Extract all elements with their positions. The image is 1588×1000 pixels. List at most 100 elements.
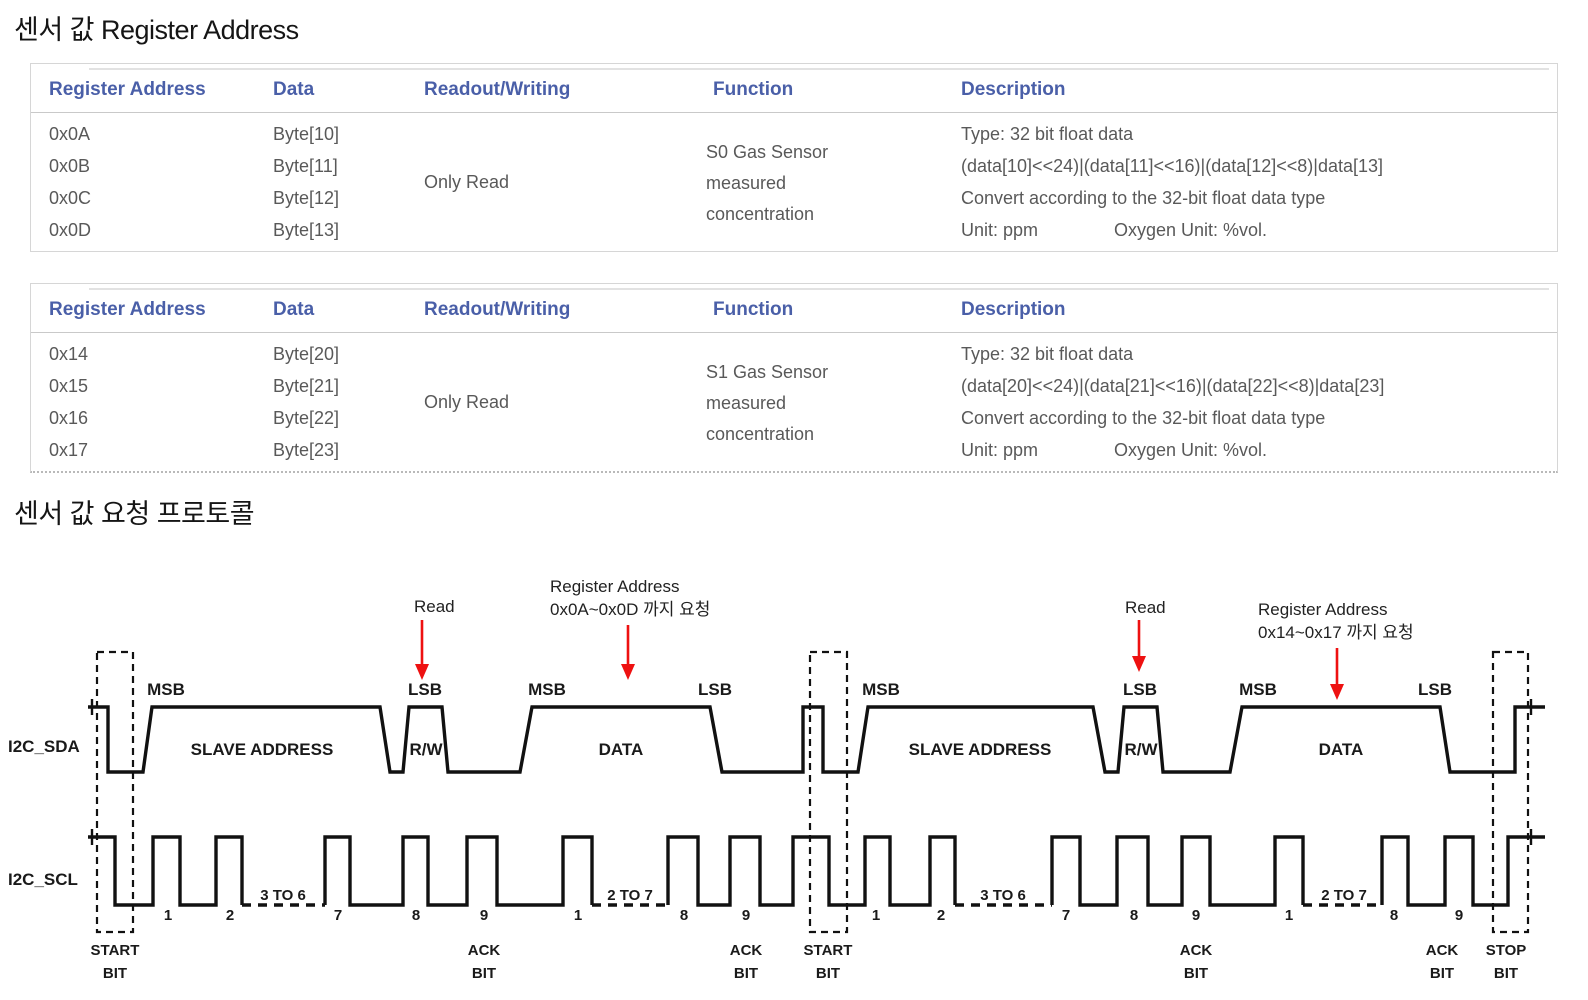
svg-text:BIT: BIT [1494, 965, 1518, 982]
svg-text:ACK: ACK [1180, 942, 1213, 959]
scl-signal-label: I2C_SCL [8, 870, 78, 889]
clock-number: 9 [742, 907, 750, 924]
register-cell: 0x0D [49, 220, 92, 240]
data-byte-cell: Byte[11] [273, 156, 338, 176]
data-field-label: DATA [1319, 740, 1364, 759]
svg-text:BIT: BIT [816, 965, 840, 982]
data-byte-cell: Byte[13] [273, 220, 340, 240]
i2c-timing-diagram: I2C_SDA I2C_SCL MSB LSB MSB LSB MSB LSB … [8, 577, 1545, 982]
clock-number: 1 [1285, 907, 1293, 924]
readout-cell: Only Read [424, 172, 510, 192]
section-title-protocol: 센서 값 요청 프로토콜 [14, 499, 255, 529]
start-bit-dashed-box [95, 650, 135, 934]
description-line: Convert according to the 32-bit float da… [961, 408, 1326, 428]
svg-text:BIT: BIT [103, 965, 127, 982]
clock-number: 9 [1192, 907, 1200, 924]
table-header-divider [31, 112, 1557, 113]
col-header-readout-writing: Readout/Writing [424, 79, 571, 100]
col-header-register-address: Register Address [49, 299, 206, 320]
request-annotation-right-line2: 0x14~0x17 까지 요청 [1258, 623, 1414, 642]
description-line: (data[10]<<24)|(data[11]<<16)|(data[12]<… [961, 156, 1384, 176]
request-arrowhead-left [621, 664, 635, 680]
request-annotation-right-line1: Register Address [1258, 600, 1387, 619]
svg-text:BIT: BIT [1430, 965, 1454, 982]
clock-number: 8 [680, 907, 688, 924]
ack-bit-label: ACK BIT [468, 942, 501, 982]
ack-bit-label: ACK BIT [1426, 942, 1459, 982]
scl-waveform [88, 835, 1545, 907]
request-annotation-left-line2: 0x0A~0x0D 까지 요청 [550, 600, 710, 619]
clock-number: 9 [1455, 907, 1463, 924]
clock-number: 9 [480, 907, 488, 924]
read-arrowhead-left [415, 664, 429, 680]
slave-address-field-label: SLAVE ADDRESS [909, 740, 1052, 759]
description-oxygen-unit: Oxygen Unit: %vol. [1114, 440, 1268, 460]
clock-skip-label: 3 TO 6 [260, 887, 306, 904]
data-field-label: DATA [599, 740, 644, 759]
clock-number: 2 [226, 907, 234, 924]
lsb-label: LSB [698, 680, 732, 699]
lsb-label: LSB [1418, 680, 1452, 699]
svg-text:START: START [91, 942, 140, 959]
table-top-accent-line [89, 68, 1549, 70]
svg-text:ACK: ACK [468, 942, 501, 959]
col-header-data: Data [273, 299, 315, 320]
table-header-divider [31, 332, 1557, 333]
col-header-register-address: Register Address [49, 79, 206, 100]
svg-text:ACK: ACK [730, 942, 763, 959]
clock-number: 1 [872, 907, 880, 924]
register-table-s0: Register Address Data Readout/Writing Fu… [30, 63, 1558, 252]
repeated-start-dashed-box [808, 650, 849, 934]
start-bit-label: START BIT [804, 942, 853, 982]
col-header-function: Function [713, 299, 794, 320]
ack-bit-label: ACK BIT [1180, 942, 1213, 982]
section-title-register-address: 센서 값 Register Address [14, 15, 299, 45]
read-arrowhead-right [1132, 656, 1146, 672]
col-header-function: Function [713, 79, 794, 100]
readout-cell: Only Read [424, 392, 510, 412]
clock-number: 7 [1062, 907, 1070, 924]
request-arrowhead-right [1330, 684, 1344, 700]
lsb-label: LSB [408, 680, 442, 699]
clock-number: 7 [334, 907, 342, 924]
function-cell-line: concentration [706, 204, 815, 224]
read-annotation-right: Read [1125, 598, 1166, 617]
ack-bit-label: ACK BIT [730, 942, 763, 982]
col-header-description: Description [961, 79, 1066, 100]
msb-label: MSB [862, 680, 900, 699]
sda-waveform [88, 705, 1545, 774]
msb-label: MSB [528, 680, 566, 699]
description-unit: Unit: ppm [961, 440, 1039, 460]
request-annotation-left-line1: Register Address [550, 577, 679, 596]
msb-label: MSB [1239, 680, 1277, 699]
description-oxygen-unit: Oxygen Unit: %vol. [1114, 220, 1268, 240]
clock-number: 8 [412, 907, 420, 924]
stop-bit-dashed-box [1491, 650, 1530, 934]
function-cell-line: concentration [706, 424, 815, 444]
slave-address-field-label: SLAVE ADDRESS [191, 740, 334, 759]
clock-number: 1 [574, 907, 582, 924]
start-bit-label: START BIT [91, 942, 140, 982]
clock-number: 2 [937, 907, 945, 924]
data-byte-cell: Byte[22] [273, 408, 340, 428]
lsb-label: LSB [1123, 680, 1157, 699]
register-cell: 0x16 [49, 408, 89, 428]
svg-text:ACK: ACK [1426, 942, 1459, 959]
stop-bit-label: STOP BIT [1486, 942, 1527, 982]
description-line: Type: 32 bit float data [961, 124, 1134, 144]
register-cell: 0x17 [49, 440, 89, 460]
svg-text:BIT: BIT [472, 965, 496, 982]
rw-field-label: R/W [409, 740, 443, 759]
col-header-description: Description [961, 299, 1066, 320]
register-cell: 0x14 [49, 344, 89, 364]
clock-skip-label: 3 TO 6 [980, 887, 1026, 904]
data-byte-cell: Byte[12] [273, 188, 340, 208]
sda-signal-label: I2C_SDA [8, 737, 80, 756]
register-table-s1: Register Address Data Readout/Writing Fu… [30, 283, 1558, 473]
function-cell-line: S0 Gas Sensor [706, 142, 829, 162]
msb-label: MSB [147, 680, 185, 699]
clock-number: 8 [1390, 907, 1398, 924]
data-byte-cell: Byte[21] [273, 376, 340, 396]
description-line: Convert according to the 32-bit float da… [961, 188, 1326, 208]
clock-number: 1 [164, 907, 172, 924]
